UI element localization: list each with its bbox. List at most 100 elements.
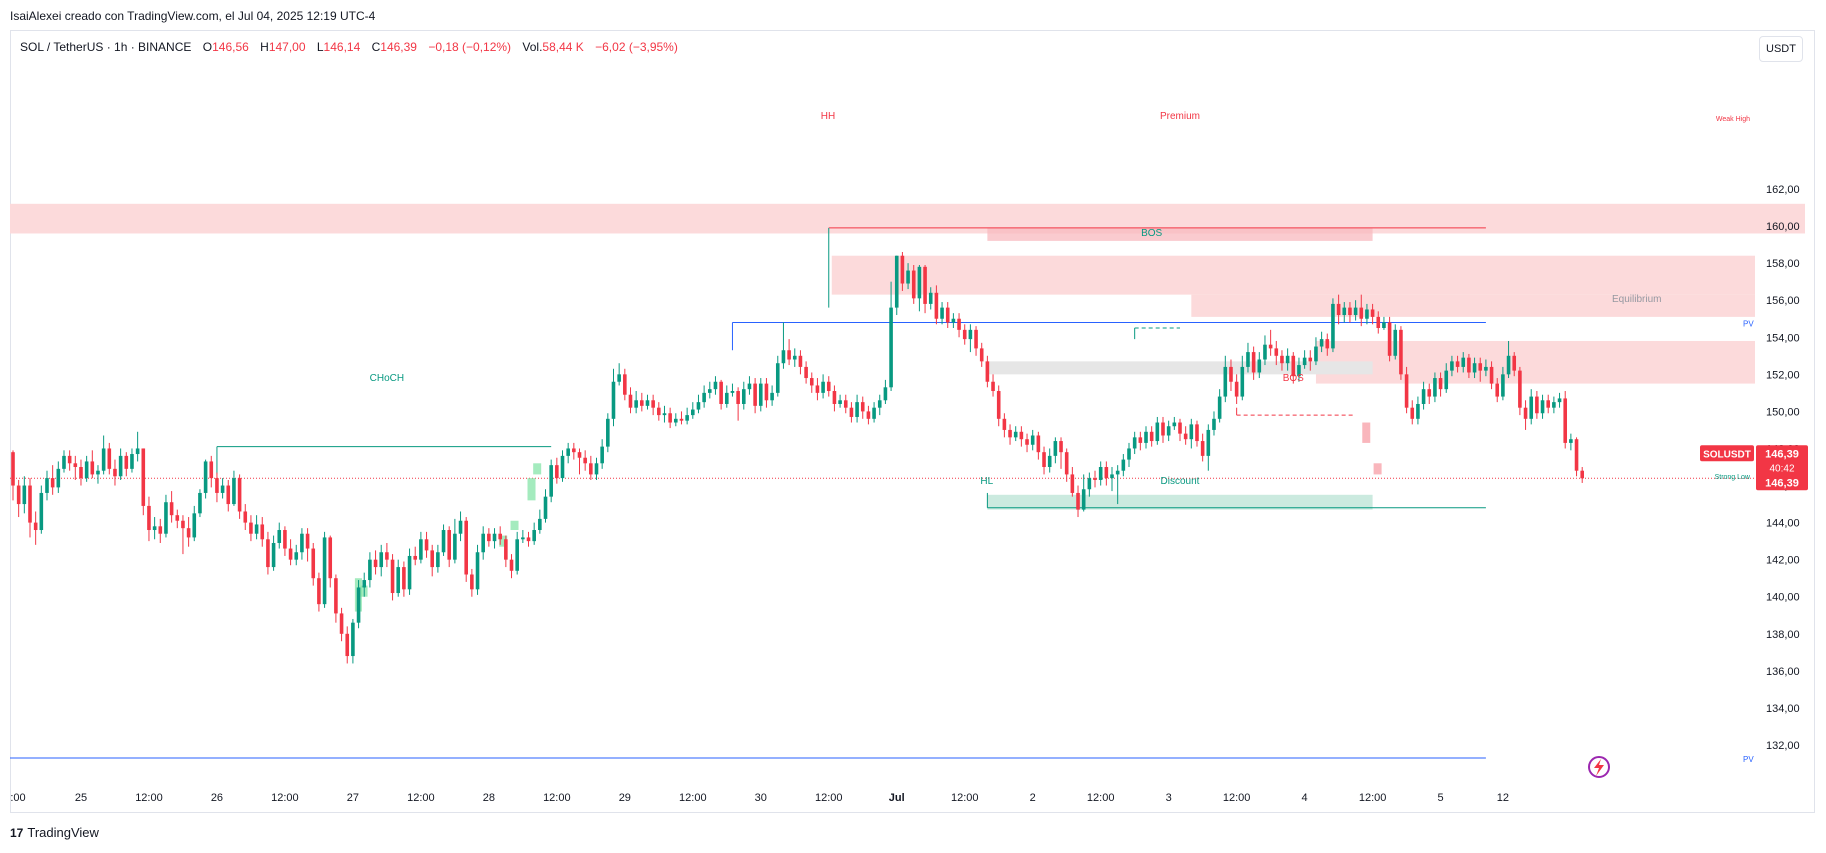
candle-body (645, 400, 650, 406)
currency-button[interactable]: USDT (1759, 36, 1803, 62)
fvg-box-2 (533, 463, 542, 475)
y-tick-label: 144,00 (1766, 518, 1800, 530)
volume-change-value: −6,02 (−3,95%) (595, 40, 678, 54)
candle-body (951, 318, 956, 323)
candle-body (1308, 357, 1313, 362)
candle-body (1444, 370, 1449, 390)
discount-label: Discount (1161, 476, 1200, 487)
pivot-label-bottom: PV (1743, 755, 1754, 764)
candle-body (1025, 439, 1029, 445)
candle-body (1178, 422, 1182, 434)
hl-label: HL (980, 476, 993, 487)
symbol-name[interactable]: SOL / TetherUS · 1h · BINANCE (20, 40, 192, 54)
tradingview-logo-icon: 17 (10, 825, 24, 840)
candle-body (334, 578, 338, 614)
x-tick-label: :00 (10, 792, 25, 804)
candle-body (560, 455, 565, 479)
candle-body (1546, 400, 1551, 408)
x-tick-label: 12:00 (135, 792, 163, 804)
candle-body (606, 418, 610, 447)
supply-zone (831, 255, 1755, 295)
price-tag-value: 146,39 (1765, 448, 1799, 460)
candle-body (1030, 435, 1035, 445)
x-tick-label: 12:00 (679, 792, 707, 804)
candle-body (1370, 309, 1375, 317)
x-tick-label: 4 (1302, 792, 1308, 804)
candle-body (1076, 492, 1080, 510)
candle-body (1246, 352, 1250, 367)
candle-body (1348, 307, 1352, 316)
candle-body (1393, 329, 1398, 356)
candle-body (1070, 474, 1075, 493)
x-tick-label: 26 (211, 792, 223, 804)
candle-body (679, 418, 684, 421)
candle-body (657, 407, 661, 416)
candle-body (67, 455, 72, 464)
open-label: O (202, 40, 213, 54)
candle-body (1489, 366, 1494, 384)
candle-body (611, 381, 616, 419)
candle-body (883, 387, 888, 401)
candle-body (826, 381, 831, 392)
candle-body (1438, 378, 1443, 390)
candle-body (521, 537, 525, 540)
candle-body (1297, 365, 1301, 377)
supply-zone-lower (1315, 340, 1755, 384)
candle-body (186, 528, 191, 538)
candle-body (1285, 355, 1290, 364)
candle-body (203, 461, 208, 493)
candle-body (555, 465, 559, 479)
candle-body (945, 307, 950, 323)
x-tick-label: 12:00 (951, 792, 979, 804)
x-tick-label: 30 (755, 792, 767, 804)
candle-body (271, 542, 276, 568)
candle-body (294, 552, 299, 560)
candle-body (1127, 448, 1131, 460)
candle-body (1093, 478, 1097, 480)
candle-body (1087, 478, 1092, 490)
candle-body (1291, 355, 1296, 377)
candle-body (1251, 352, 1256, 373)
candle-body (1399, 329, 1403, 375)
high-value: 147,00 (268, 40, 306, 54)
candle-body (815, 385, 820, 393)
candle-body (577, 452, 582, 458)
candle-body (481, 533, 485, 553)
candle-body (843, 400, 848, 408)
candle-body (1325, 339, 1330, 349)
candle-body (634, 400, 638, 408)
candle-body (1314, 346, 1318, 362)
fvg-box-0 (510, 520, 519, 531)
candle-body (923, 266, 927, 304)
candle-body (724, 392, 729, 404)
candle-body (855, 402, 859, 417)
candle-body (1421, 389, 1426, 404)
candle-body (900, 255, 905, 284)
candle-body (1047, 455, 1052, 467)
candle-body (158, 526, 163, 534)
x-tick-label: 5 (1438, 792, 1444, 804)
candle-body (1342, 307, 1347, 316)
candle-body (226, 485, 231, 505)
lightning-bolt-icon (1594, 759, 1604, 776)
candle-body (1472, 363, 1477, 373)
candle-body (860, 402, 865, 412)
y-tick-label: 150,00 (1766, 406, 1800, 418)
candle-body (685, 415, 689, 421)
low-label: L (316, 40, 324, 54)
candle-body (130, 454, 134, 469)
candle-body (1189, 424, 1194, 440)
candle-body (385, 552, 389, 560)
candle-body (407, 555, 412, 590)
candle-body (1166, 426, 1171, 436)
candle-body (962, 329, 967, 340)
candle-body (940, 307, 944, 319)
candle-body (1382, 322, 1386, 328)
candle-body (249, 522, 253, 534)
candle-body (1257, 359, 1262, 373)
x-tick-label: 27 (347, 792, 359, 804)
candle-body (1574, 439, 1579, 471)
candle-body (56, 468, 61, 488)
candle-body (538, 518, 542, 531)
